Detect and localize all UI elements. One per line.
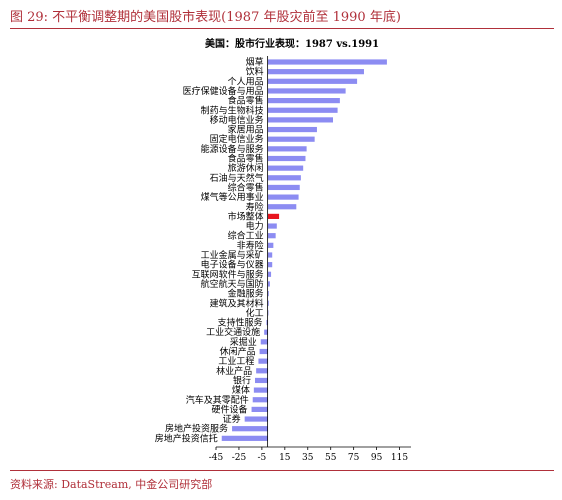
- bar: [267, 262, 273, 268]
- bar: [267, 59, 387, 65]
- category-label: 采掘业: [230, 336, 257, 348]
- category-label: 市场整体: [228, 210, 264, 222]
- category-label: 汽车及其零配件: [186, 394, 249, 406]
- category-label: 医疗保健设备与用品: [183, 85, 264, 97]
- category-label: 航空航天与国防: [201, 278, 264, 290]
- category-label: 寿险: [246, 201, 264, 213]
- category-label: 工业工程: [218, 356, 254, 367]
- category-label: 固定电信业务: [210, 133, 264, 145]
- x-axis: -45 -25 -5 15 35 55 75 95 115: [209, 56, 411, 463]
- category-label: 硬件设备: [212, 403, 248, 415]
- bar: [259, 348, 268, 355]
- bar: [267, 175, 301, 181]
- bar: [267, 252, 273, 258]
- x-tick-label: 75: [348, 453, 360, 463]
- bar: [267, 271, 272, 277]
- x-tick-label: -25: [232, 453, 247, 463]
- bar: [251, 406, 268, 412]
- bar: [221, 435, 268, 441]
- category-label: 支持性服务: [217, 317, 262, 329]
- category-label: 煤气等公用事业: [201, 191, 264, 203]
- category-label: 烟草: [246, 56, 264, 68]
- bar: [267, 78, 358, 84]
- bar: [258, 358, 268, 364]
- x-tick-label: -5: [257, 453, 266, 463]
- category-label: 化工: [246, 307, 264, 319]
- category-label: 食品零售: [228, 95, 264, 107]
- bar: [267, 291, 269, 297]
- bar: [267, 88, 346, 94]
- category-label: 银行: [233, 374, 251, 386]
- bar: [267, 136, 315, 142]
- bar: [260, 339, 268, 345]
- bar: [267, 107, 338, 113]
- category-label: 休闲产品: [220, 346, 256, 358]
- category-label: 电子设备与仪器: [201, 259, 264, 271]
- source-note: 资料来源: DataStream, 中金公司研究部: [10, 478, 213, 491]
- bar: [267, 126, 317, 133]
- bar: [267, 204, 297, 210]
- bar: [267, 117, 333, 123]
- bar: [267, 155, 306, 162]
- category-label: 金融服务: [228, 288, 264, 300]
- bar: [267, 146, 307, 152]
- bar: [267, 184, 300, 191]
- category-label: 家居用品: [228, 124, 264, 136]
- bar: [267, 98, 340, 104]
- category-label: 电力: [246, 220, 264, 232]
- category-label: 制药与生物科技: [201, 104, 264, 116]
- bar: [264, 329, 268, 335]
- bar: [256, 368, 268, 374]
- x-tick-label: 15: [279, 453, 291, 463]
- category-label: 旅游休闲: [228, 162, 264, 174]
- x-tick-label: 55: [325, 453, 337, 463]
- bar: [267, 300, 269, 306]
- category-labels: 烟草饮料个人用品医疗保健设备与用品食品零售制药与生物科技移动电信业务家居用品固定…: [155, 56, 264, 444]
- category-label: 工业金属与采矿: [201, 249, 264, 261]
- source-rule: [10, 470, 554, 471]
- category-label: 移动电信业务: [210, 114, 264, 126]
- category-label: 综合零售: [228, 181, 264, 193]
- category-label: 煤体: [232, 384, 250, 396]
- category-label: 林业产品: [216, 365, 252, 377]
- bar: [267, 194, 299, 200]
- bar: [244, 416, 268, 422]
- bar-market-overall: [267, 213, 280, 219]
- category-label: 工业交通设施: [206, 326, 260, 338]
- title-rule: [10, 28, 554, 29]
- category-label: 非寿险: [237, 239, 264, 251]
- bar: [232, 426, 268, 432]
- category-label: 个人用品: [228, 76, 264, 87]
- category-label: 综合工业: [228, 230, 264, 242]
- category-label: 建筑及其材料: [210, 297, 264, 309]
- bar: [267, 165, 304, 171]
- x-tick-label: 35: [302, 453, 314, 463]
- bar: [267, 242, 274, 248]
- category-label: 房地产投资信托: [155, 432, 218, 444]
- category-label: 食品零售: [228, 153, 264, 165]
- category-label: 房地产投资服务: [165, 423, 228, 435]
- bar: [267, 223, 277, 229]
- bar: [267, 281, 270, 287]
- bar: [252, 397, 268, 403]
- bar: [267, 69, 364, 75]
- bar: [267, 233, 276, 239]
- category-label: 证券: [223, 413, 241, 425]
- category-label: 互联网软件与服务: [192, 268, 264, 280]
- chart-subtitle: 美国：股市行业表现：1987 vs.1991: [205, 37, 379, 50]
- bar: [253, 387, 268, 393]
- x-tick-label: -45: [209, 453, 224, 463]
- bars-group: [221, 59, 387, 441]
- bar: [266, 319, 268, 326]
- x-tick-label: 95: [371, 453, 383, 463]
- x-tick-label: 115: [391, 453, 408, 463]
- bar: [255, 377, 268, 384]
- category-label: 能源设备与服务: [201, 143, 264, 155]
- category-label: 饮料: [246, 66, 264, 78]
- category-label: 石油与天然气: [210, 172, 264, 184]
- bar-chart: 美国：股市行业表现：1987 vs.1991 烟草饮料个人用品医疗保健设备与用品…: [155, 37, 411, 463]
- figure-title: 图 29: 不平衡调整期的美国股市表现(1987 年股灾前至 1990 年底): [10, 10, 401, 25]
